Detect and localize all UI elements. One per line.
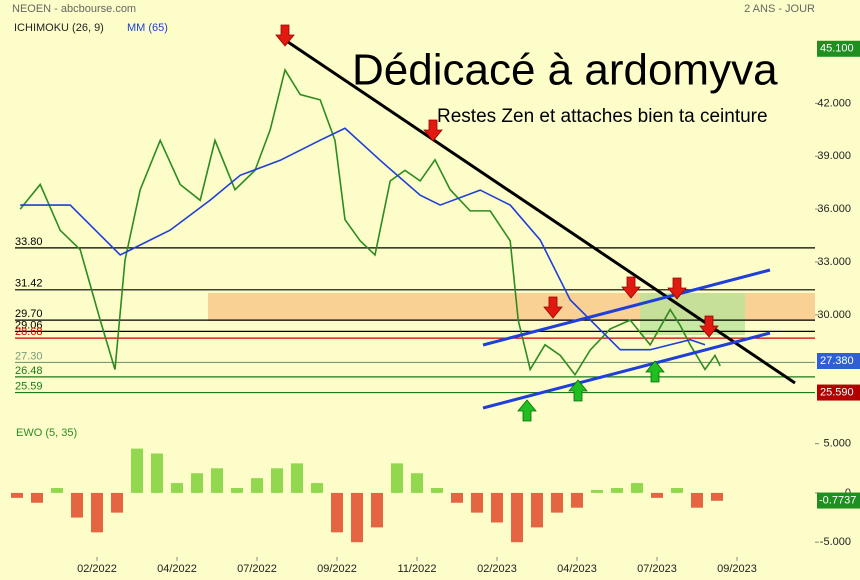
sell-arrow	[543, 296, 563, 319]
level-label: 26.48	[15, 365, 43, 377]
ewo-bar	[11, 492, 23, 498]
channel-line	[482, 268, 771, 347]
ichimoku-label: ICHIMOKU (26, 9)	[14, 22, 104, 34]
ewo-bar	[31, 492, 43, 503]
price-tag	[817, 353, 860, 370]
price-tag-label: 27.380	[820, 355, 854, 367]
buy-arrow	[645, 360, 665, 383]
ewo-bar	[131, 448, 143, 493]
x-tick-label: 02/2022	[77, 563, 117, 575]
x-tick-label: 09/2023	[717, 563, 757, 575]
y-tick-label: 39.000	[817, 150, 851, 162]
ewo-bar	[571, 492, 583, 508]
level-label: 33.80	[15, 236, 43, 248]
x-tick-label: 07/2023	[637, 563, 677, 575]
price-line	[20, 127, 706, 351]
ewo-bar	[51, 487, 63, 493]
message: Restes Zen et attaches bien ta ceinture	[437, 106, 768, 127]
price-tag	[817, 40, 860, 57]
level-label: 29.70	[15, 308, 43, 320]
sell-arrow	[621, 276, 641, 299]
ewo-bar	[71, 492, 83, 518]
ewo-bar	[311, 483, 323, 493]
ewo-bar	[111, 492, 123, 513]
ewo-tag	[817, 492, 860, 509]
ewo-bar	[491, 492, 503, 523]
price-tag	[817, 384, 860, 401]
ewo-tick-label: -5.000	[820, 536, 851, 548]
price-line	[19, 67, 721, 377]
ewo-tag-label: -0.7737	[819, 494, 856, 506]
y-tick-label: 42.000	[817, 97, 851, 109]
level-label: 31.42	[15, 278, 43, 290]
x-tick-label: 02/2023	[477, 563, 517, 575]
ewo-bar	[511, 492, 523, 543]
period: 2 ANS - JOUR	[744, 3, 815, 15]
ma-label: MM (65)	[127, 22, 168, 34]
price-tag-label: 45.100	[820, 43, 854, 55]
x-tick-label: 11/2022	[398, 563, 437, 575]
ewo-bar	[371, 492, 383, 528]
x-tick-label: 09/2022	[317, 563, 357, 575]
x-tick-label: 04/2023	[557, 563, 597, 575]
ewo-bar	[291, 463, 303, 493]
level-label: 25.59	[15, 380, 43, 392]
buy-arrow	[517, 399, 537, 422]
ewo-bar	[411, 473, 423, 493]
ewo-bar	[151, 453, 163, 493]
ewo-bar	[671, 487, 683, 493]
x-tick-label: 04/2022	[157, 563, 197, 575]
level-label: 29.06	[15, 319, 43, 331]
ewo-title: EWO (5, 35)	[16, 427, 77, 439]
ewo-bar	[91, 492, 103, 533]
level-label: 27.30	[15, 350, 43, 362]
ewo-bar	[531, 492, 543, 528]
ewo-bar	[331, 492, 343, 533]
ewo-bar	[651, 492, 663, 498]
ewo-bar	[271, 468, 283, 493]
sell-arrow	[275, 24, 295, 47]
ewo-bar	[471, 492, 483, 513]
ewo-bar	[611, 487, 623, 493]
y-tick-label: 30.000	[817, 309, 851, 321]
ewo-bar	[711, 492, 723, 501]
ewo-bar	[171, 483, 183, 493]
ewo-bar	[631, 483, 643, 493]
level-label: 28.68	[15, 326, 43, 338]
sell-arrow	[667, 277, 687, 300]
ewo-bar	[191, 473, 203, 493]
ewo-bar	[551, 492, 563, 513]
channel-line	[482, 331, 771, 410]
source: NEOEN - abcbourse.com	[12, 3, 136, 15]
x-tick-label: 07/2022	[237, 563, 277, 575]
dedication: Dédicacé à ardomyva	[352, 46, 778, 95]
sell-arrow	[699, 315, 719, 338]
sell-arrow	[423, 119, 443, 142]
ewo-tick-label: 5.000	[823, 438, 851, 450]
ewo-bar	[591, 489, 603, 493]
ewo-bar	[391, 463, 403, 493]
buy-arrow	[568, 379, 588, 402]
ewo-bar	[231, 487, 243, 493]
ewo-bar	[691, 492, 703, 508]
y-tick-label: 36.000	[817, 203, 851, 215]
sell-arrows	[275, 24, 719, 338]
ewo-bar	[451, 492, 463, 503]
buy-arrows	[517, 360, 665, 422]
price-tag-label: 25.590	[820, 386, 854, 398]
ewo-bar	[251, 478, 263, 493]
ewo-bar	[351, 492, 363, 543]
ewo-bar	[431, 487, 443, 493]
ewo-bar	[211, 468, 223, 493]
y-tick-label: 33.000	[817, 256, 851, 268]
